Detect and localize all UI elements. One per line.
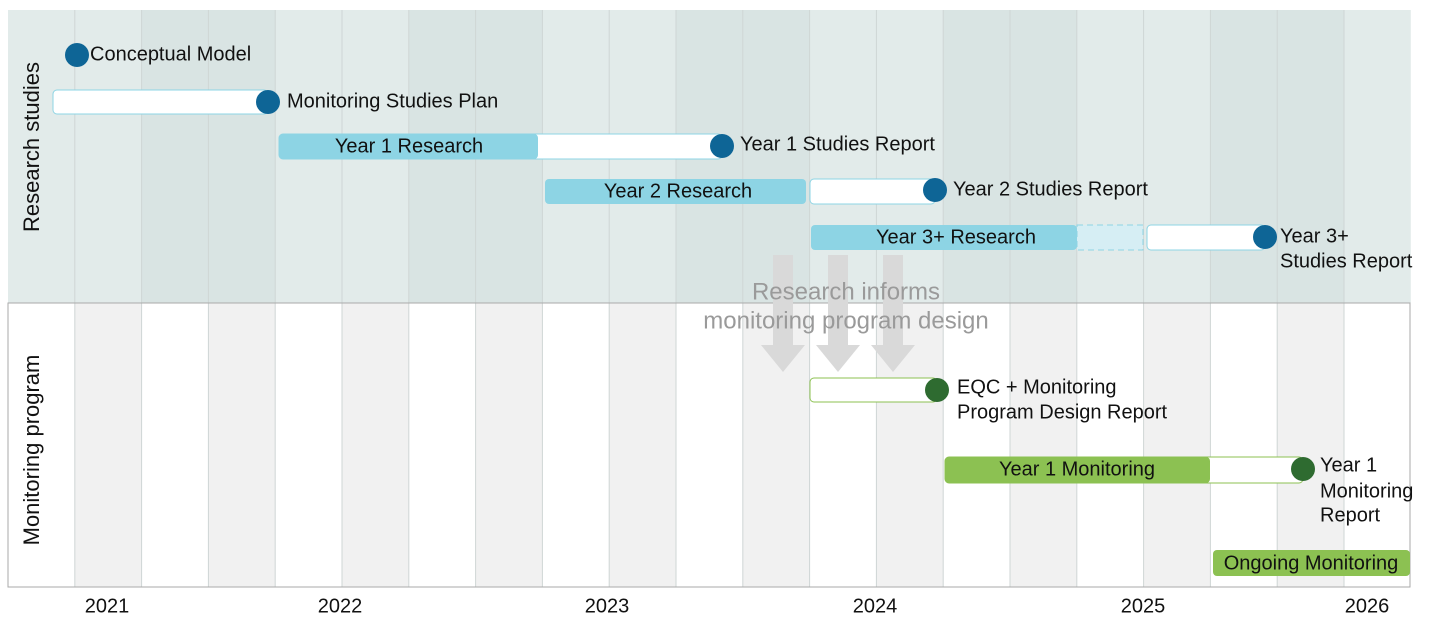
bar-label: Year 3+ Research <box>876 226 1036 248</box>
column <box>943 10 1010 303</box>
column <box>8 10 75 303</box>
background <box>8 10 1411 587</box>
milestones <box>65 43 1277 249</box>
column <box>943 303 1010 587</box>
bar-label: Ongoing Monitoring <box>1224 552 1399 574</box>
bar <box>945 457 1210 483</box>
bar-label: Year 2 Research <box>604 180 752 202</box>
column <box>542 303 610 587</box>
bar <box>811 225 1077 250</box>
year-label: 2021 <box>85 595 130 617</box>
column <box>1143 303 1211 587</box>
column <box>275 303 342 587</box>
bar <box>1213 550 1410 576</box>
column <box>1210 10 1278 303</box>
column <box>1277 303 1344 587</box>
column <box>8 303 75 587</box>
bar <box>809 377 938 403</box>
column <box>1277 10 1344 303</box>
bar <box>1146 224 1266 251</box>
column <box>141 10 209 303</box>
bar <box>52 89 269 115</box>
milestone-label: Report <box>1320 504 1380 526</box>
column <box>208 303 276 587</box>
column <box>1143 10 1211 303</box>
year-label: 2026 <box>1345 595 1390 617</box>
column <box>809 10 877 303</box>
column <box>141 303 209 587</box>
panel-label: Monitoring program <box>19 355 44 546</box>
column <box>408 303 476 587</box>
column <box>676 303 743 587</box>
milestone-label: Program Design Report <box>957 401 1168 423</box>
milestones <box>925 378 1315 481</box>
arrows <box>761 255 915 372</box>
monitoring-panel-border <box>7 302 1411 588</box>
column <box>1010 303 1077 587</box>
column <box>1344 10 1411 303</box>
bar-label: Year 1 Monitoring <box>999 458 1155 480</box>
column <box>876 10 944 303</box>
bar <box>809 178 936 205</box>
bar <box>279 134 538 159</box>
year-label: 2024 <box>853 595 898 617</box>
milestone-label: Year 3+ <box>1280 225 1349 247</box>
milestone-label: Monitoring Studies Plan <box>287 90 498 112</box>
annotation: monitoring program design <box>703 307 988 334</box>
milestone-label: EQC + Monitoring <box>957 376 1117 398</box>
annotation: Research informs <box>752 278 940 305</box>
milestone-label: Year 2 Studies Report <box>953 178 1148 200</box>
column <box>475 303 543 587</box>
milestone-label: Year 1 Studies Report <box>740 133 935 155</box>
column <box>1076 10 1144 303</box>
year-label: 2025 <box>1121 595 1166 617</box>
bar-tentative <box>1076 224 1144 251</box>
panel-label: Research studies <box>19 62 44 232</box>
year-label: 2022 <box>318 595 363 617</box>
milestone-label: Conceptual Model <box>90 43 251 65</box>
milestone-label: Studies Report <box>1280 250 1413 272</box>
bar <box>545 179 806 204</box>
column <box>1210 303 1278 587</box>
column <box>1010 10 1077 303</box>
column <box>208 10 276 303</box>
bar-label: Year 1 Research <box>335 135 483 157</box>
milestone-label: Year 1 <box>1320 454 1377 476</box>
year-label: 2023 <box>585 595 630 617</box>
column <box>342 303 409 587</box>
column <box>742 10 810 303</box>
column <box>1076 303 1144 587</box>
column <box>1344 303 1411 587</box>
column <box>74 303 142 587</box>
milestone-label: Monitoring <box>1320 480 1413 502</box>
column <box>609 303 676 587</box>
